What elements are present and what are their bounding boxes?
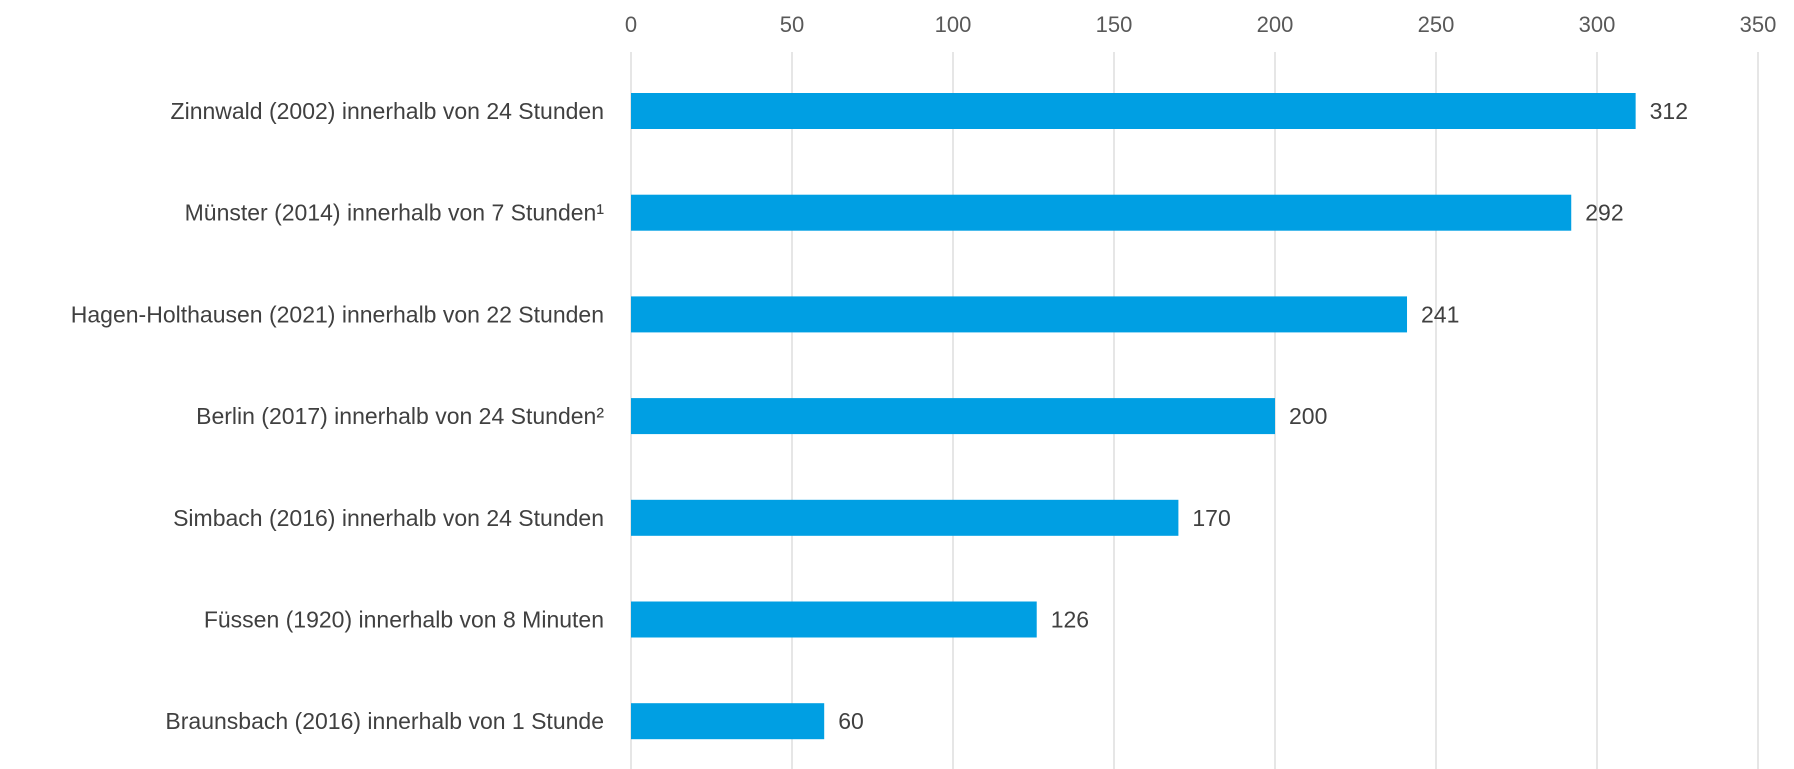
data-label-6: 126 xyxy=(1051,607,1089,633)
data-labels: 312 292 241 200 170 126 60 xyxy=(838,98,1688,734)
x-tick-label-50: 50 xyxy=(780,12,804,37)
data-label-7: 60 xyxy=(838,708,864,734)
bars xyxy=(631,93,1636,740)
data-label-4: 200 xyxy=(1289,403,1327,429)
category-label-6: Füssen (1920) innerhalb von 8 Minuten xyxy=(204,607,604,633)
x-tick-label-150: 150 xyxy=(1096,12,1133,37)
category-label-4: Berlin (2017) innerhalb von 24 Stunden² xyxy=(196,403,604,429)
bar-5 xyxy=(631,499,1179,536)
category-label-2: Münster (2014) innerhalb von 7 Stunden¹ xyxy=(185,200,605,226)
data-label-3: 241 xyxy=(1421,301,1459,327)
category-label-1: Zinnwald (2002) innerhalb von 24 Stunden xyxy=(171,98,604,124)
x-tick-label-300: 300 xyxy=(1579,12,1616,37)
data-label-2: 292 xyxy=(1585,200,1623,226)
bar-7 xyxy=(631,703,825,740)
x-tick-label-250: 250 xyxy=(1418,12,1455,37)
category-label-3: Hagen-Holthausen (2021) innerhalb von 22… xyxy=(71,301,604,327)
category-label-7: Braunsbach (2016) innerhalb von 1 Stunde xyxy=(165,708,604,734)
category-label-5: Simbach (2016) innerhalb von 24 Stunden xyxy=(173,505,604,531)
x-tick-label-200: 200 xyxy=(1257,12,1294,37)
bar-3 xyxy=(631,296,1408,333)
category-labels: Zinnwald (2002) innerhalb von 24 Stunden… xyxy=(71,98,605,734)
x-tick-label-100: 100 xyxy=(935,12,972,37)
bar-4 xyxy=(631,398,1275,435)
data-label-1: 312 xyxy=(1650,98,1688,124)
data-label-5: 170 xyxy=(1192,505,1230,531)
bar-1 xyxy=(631,93,1636,129)
x-axis-ticks: 0 50 100 150 200 250 300 350 xyxy=(625,12,1776,37)
x-tick-label-350: 350 xyxy=(1740,12,1777,37)
bar-2 xyxy=(631,194,1572,231)
x-tick-label-0: 0 xyxy=(625,12,637,37)
bar-6 xyxy=(631,601,1037,638)
